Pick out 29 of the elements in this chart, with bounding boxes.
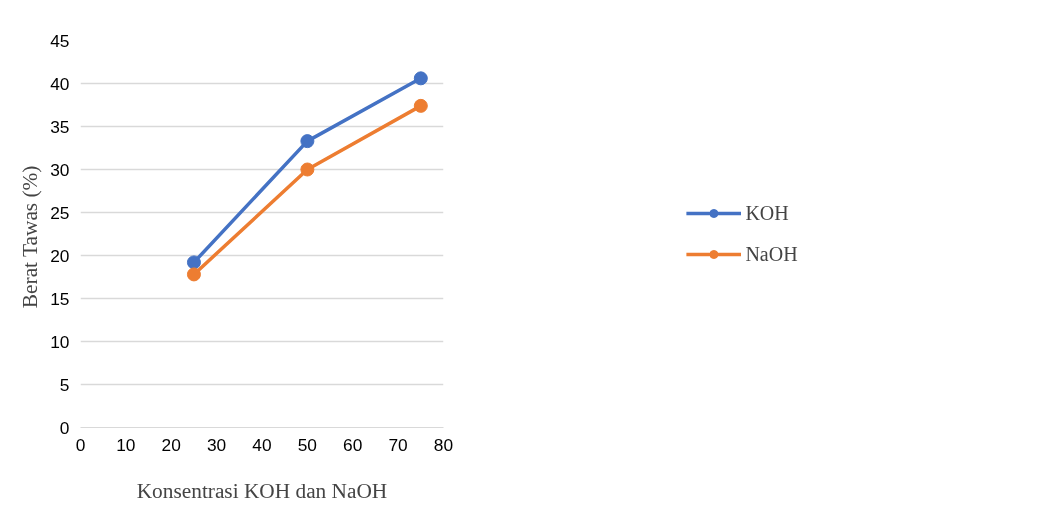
legend-label: NaOH xyxy=(745,242,798,266)
y-tick-label: 30 xyxy=(50,159,70,180)
y-tick-label: 15 xyxy=(50,288,70,309)
y-tick-label: 5 xyxy=(59,374,70,395)
y-tick-label: 0 xyxy=(59,417,70,438)
y-tick-label: 35 xyxy=(50,116,70,137)
x-tick-label: 10 xyxy=(116,434,136,455)
legend-label: KOH xyxy=(745,201,789,225)
x-tick-label: 50 xyxy=(297,434,318,455)
point xyxy=(186,255,201,270)
x-tick-label: 40 xyxy=(252,434,272,455)
x-tick-label: 70 xyxy=(388,434,408,455)
point xyxy=(413,71,428,86)
x-tick-label: 20 xyxy=(161,434,181,455)
y-tick-label: 45 xyxy=(50,30,70,51)
x-tick-label: 30 xyxy=(206,434,227,455)
point xyxy=(413,98,428,113)
x-axis-title: Konsentrasi KOH dan NaOH xyxy=(136,478,388,503)
y-tick-label: 40 xyxy=(50,73,70,94)
y-tick-label: 25 xyxy=(50,202,70,223)
x-tick-label: 60 xyxy=(343,434,363,455)
y-tick-label: 20 xyxy=(50,245,70,266)
x-tick-label: 80 xyxy=(433,434,454,455)
point xyxy=(300,162,315,177)
y-tick-label: 10 xyxy=(50,331,70,352)
y-axis-title: Berat Tawas (%) xyxy=(18,165,43,309)
x-tick-label: 0 xyxy=(75,434,86,455)
point xyxy=(300,134,315,149)
point xyxy=(186,267,201,282)
